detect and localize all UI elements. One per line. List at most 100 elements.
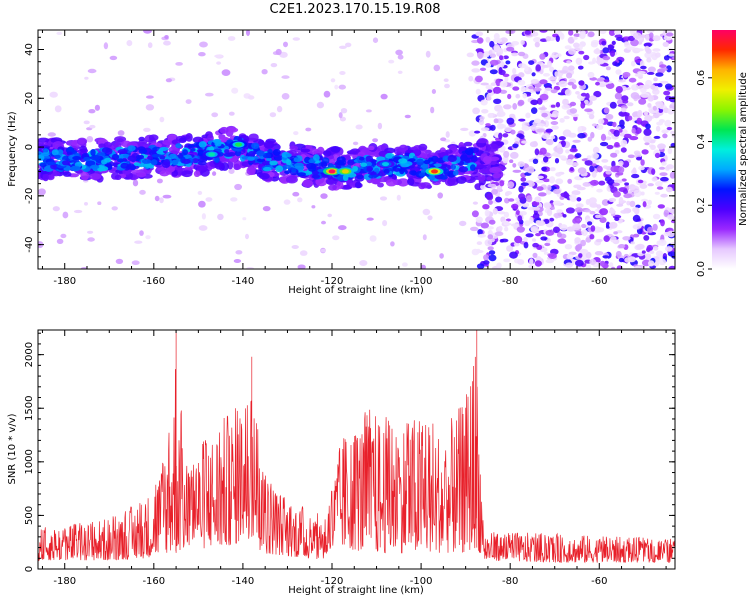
heatmap-noise-blob [650,144,656,150]
snr-y-label: SNR (10 * v/v) [7,413,18,484]
heatmap-noise-blob [631,60,636,67]
heatmap-noise-blob [619,132,625,137]
heatmap-noise-blob [526,195,533,203]
heatmap-noise-blob [519,211,527,216]
heatmap-noise-blob [643,135,652,143]
heatmap-noise-blob [609,208,615,215]
heatmap-noise-blob [534,148,540,156]
heatmap-noise-blob [546,138,554,146]
heatmap-noise-blob [621,112,630,117]
heatmap-noise-blob [571,113,579,118]
heatmap-noise-blob [505,218,511,222]
heatmap-noise-blob [474,130,481,134]
heatmap-band-blob [127,145,136,152]
x-tick-label: -160 [142,276,165,287]
heatmap-noise-blob [512,86,520,91]
heatmap-noise-blob [592,57,597,64]
heatmap-noise-blob [164,35,169,39]
heatmap-noise-blob [643,42,652,48]
heatmap-noise-blob [602,55,611,61]
heatmap-noise-blob [498,132,503,140]
heatmap-noise-blob [529,141,539,148]
heatmap-band-blob [208,146,215,152]
heatmap-noise-blob [591,171,597,178]
heatmap-noise-blob [643,128,652,136]
heatmap-noise-blob [619,119,625,127]
heatmap-noise-blob [524,220,531,227]
heatmap-blobs [38,30,675,269]
heatmap-noise-blob [205,92,214,97]
heatmap-noise-blob [269,112,277,118]
heatmap-band-blob [42,173,49,182]
heatmap-band-blob [477,174,486,182]
heatmap-band-blob [460,153,468,161]
heatmap-noise-blob [618,166,625,174]
heatmap-noise-blob [132,179,139,187]
heatmap-noise-blob [549,66,555,73]
heatmap-noise-blob [603,235,610,243]
heatmap-band-blob [90,164,100,170]
heatmap-noise-blob [52,206,60,212]
heatmap-band-blob [447,178,459,186]
heatmap-noise-blob [603,165,608,169]
heatmap-noise-blob [508,198,515,202]
heatmap-noise-blob [305,127,312,132]
heatmap-band-blob [377,182,384,188]
heatmap-noise-blob [390,241,395,247]
heatmap-noise-blob [532,158,539,164]
snr-y-axis: 0 500 1000 1500 2000 [24,332,675,572]
heatmap-noise-blob [159,116,165,123]
heatmap-noise-blob [146,95,154,99]
heatmap-noise-blob [590,41,599,48]
heatmap-noise-blob [422,234,427,241]
heatmap-noise-blob [647,183,654,187]
heatmap-band-blob [399,168,405,175]
heatmap-noise-blob [283,41,288,48]
heatmap-band-blob [464,148,474,156]
heatmap-noise-blob [523,237,528,242]
heatmap-band-blob [90,149,96,156]
heatmap-noise-blob [291,245,299,249]
heatmap-noise-blob [109,55,118,61]
heatmap-band-blob [269,160,278,166]
heatmap-band-blob [297,172,306,177]
heatmap-noise-blob [591,152,599,160]
heatmap-band-blob [370,177,381,185]
heatmap-noise-blob [175,62,183,66]
heatmap-noise-blob [535,180,545,184]
heatmap-band-blob [137,146,146,151]
heatmap-noise-blob [510,151,519,159]
figure-title: C2E1.2023.170.15.19.R08 [269,2,441,17]
heatmap-noise-blob [589,234,595,240]
heatmap-noise-blob [579,80,584,86]
heatmap-noise-blob [83,120,90,125]
heatmap-band-blob [61,160,70,166]
heatmap-band-blob [455,176,467,184]
heatmap-noise-blob [484,209,490,217]
heatmap-noise-blob [669,96,675,103]
y-tick-label: -20 [24,188,35,204]
heatmap-noise-blob [654,191,660,195]
x-tick-label: -120 [321,576,344,587]
heatmap-noise-blob [504,126,513,133]
heatmap-noise-blob [475,216,483,223]
heatmap-noise-blob [338,84,346,90]
heatmap-noise-blob [552,226,561,234]
heatmap-noise-blob [623,133,632,139]
heatmap-noise-blob [635,48,644,52]
heatmap-noise-blob [476,248,481,254]
heatmap-noise-blob [520,182,529,186]
heatmap-noise-blob [536,220,546,226]
heatmap-noise-blob [608,30,616,36]
heatmap-band-blob [354,181,362,189]
heatmap-noise-blob [575,91,580,95]
heatmap-noise-blob [615,86,623,94]
heatmap-band-blob [349,148,361,155]
heatmap-noise-blob [524,65,529,72]
heatmap-band-blob [182,149,189,156]
heatmap-noise-blob [246,30,250,36]
heatmap-noise-blob [554,158,560,164]
heatmap-noise-blob [388,59,395,64]
heatmap-band-blob [358,156,365,161]
heatmap-noise-blob [575,203,584,209]
